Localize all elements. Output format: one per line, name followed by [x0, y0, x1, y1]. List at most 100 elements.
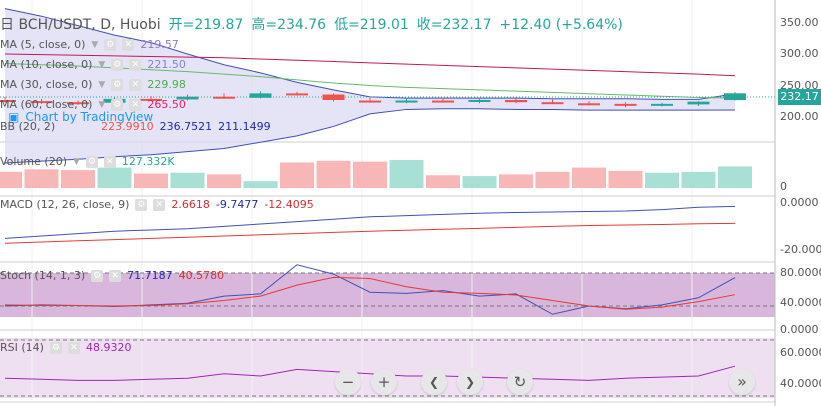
ma10-label: MA (10, close, 0) — [0, 58, 93, 71]
low-value: 低=219.01 — [334, 17, 409, 33]
tradingview-watermark[interactable]: ▣ Chart by TradingView — [8, 110, 153, 124]
ma10-legend[interactable]: MA (10, close, 0) ▼ ⚙ ✕ 221.50 — [0, 58, 186, 72]
candle-body — [140, 98, 162, 101]
volume-bar — [97, 167, 132, 188]
ma30-label: MA (30, close, 0) — [0, 78, 93, 91]
settings-icon[interactable]: ⚙ — [111, 99, 124, 111]
stoch-value-d: 40.5780 — [178, 269, 225, 282]
close-icon[interactable]: ✕ — [109, 270, 122, 282]
macd-value-2: -9.7477 — [215, 198, 259, 211]
volume-bar — [0, 171, 22, 188]
ma30-line — [4, 62, 736, 99]
watermark-label: Chart by TradingView — [25, 110, 154, 124]
zoom-in-button[interactable]: + — [371, 369, 397, 395]
ma5-legend[interactable]: MA (5, close, 0) ▼ ⚙ ✕ 219.57 — [0, 38, 179, 52]
settings-icon[interactable]: ⚙ — [85, 156, 98, 168]
volume-bar — [24, 169, 59, 188]
ma10-value: 221.50 — [147, 58, 186, 71]
macd-value-3: -12.4095 — [264, 198, 314, 211]
ma60-value: 265.50 — [147, 98, 186, 111]
chevron-down-icon[interactable]: ▼ — [98, 80, 106, 90]
close-icon[interactable]: ✕ — [103, 156, 116, 168]
symbol-label: 日 BCH/USDT, D, Huobi — [0, 17, 161, 33]
candle-body — [541, 102, 564, 105]
bb-legend[interactable]: BB (20, 2) 223.9910 236.7521 211.1499 — [0, 120, 271, 134]
scroll-left-button[interactable]: ❮ — [421, 369, 447, 395]
volume-tick: 0 — [780, 180, 787, 193]
stoch-label: Stoch (14, 1, 3) — [0, 269, 86, 282]
rsi-value: 48.9320 — [85, 341, 132, 354]
close-icon[interactable]: ✕ — [153, 199, 166, 211]
close-icon[interactable]: ✕ — [129, 59, 142, 71]
price-tick: 350.00 — [780, 16, 819, 29]
settings-icon[interactable]: ⚙ — [111, 59, 124, 71]
candle-body — [30, 101, 53, 104]
volume-bar — [608, 171, 643, 188]
macd-tick: -20.0000 — [780, 243, 821, 256]
stoch-tick: 80.0000 — [780, 266, 821, 279]
candle-body — [67, 102, 89, 105]
macd-signal-line — [4, 222, 736, 244]
bollinger-fill — [5, 8, 735, 163]
ma60-label: MA (60, close, 0) — [0, 98, 93, 111]
settings-icon[interactable]: ⚙ — [104, 39, 117, 51]
rsi-tick: 60.0000 — [780, 346, 821, 359]
rsi-legend[interactable]: RSI (14) ⚙ ✕ 48.9320 — [0, 341, 131, 355]
scroll-right-button[interactable]: ❯ — [457, 369, 483, 395]
close-icon[interactable]: ✕ — [129, 79, 142, 91]
candle-body — [724, 93, 746, 101]
chevron-down-icon[interactable]: ▼ — [98, 60, 106, 70]
volume-bar — [389, 159, 424, 188]
stoch-value-k: 71.7187 — [127, 269, 173, 282]
volume-bar — [243, 181, 278, 188]
bb-value-3: 211.1499 — [218, 120, 271, 133]
go-to-realtime-button[interactable]: » — [729, 369, 755, 395]
close-value: 收=232.17 — [416, 17, 492, 33]
ma30-legend[interactable]: MA (30, close, 0) ▼ ⚙ ✕ 229.98 — [0, 78, 186, 92]
candle-body — [578, 103, 600, 106]
candle-body — [322, 94, 345, 100]
close-icon[interactable]: ✕ — [122, 39, 135, 51]
price-tick: 200.00 — [780, 110, 819, 123]
chevron-down-icon[interactable]: ▼ — [91, 40, 99, 50]
candle-body — [505, 100, 527, 103]
volume-bar — [280, 162, 314, 188]
settings-icon[interactable]: ⚙ — [91, 270, 104, 282]
candle-body — [614, 103, 637, 106]
volume-bar — [134, 173, 168, 188]
ma30-value: 229.98 — [147, 78, 186, 91]
open-value: 开=219.87 — [168, 17, 244, 33]
rsi-label: RSI (14) — [0, 341, 44, 354]
macd-legend[interactable]: MACD (12, 26, close, 9) ⚙ ✕ 2.6618 -9.747… — [0, 198, 314, 212]
candle-body — [0, 100, 16, 102]
settings-icon[interactable]: ⚙ — [111, 79, 124, 91]
reset-chart-button[interactable]: ↻ — [507, 369, 533, 395]
stoch-tick: 40.0000 — [780, 296, 821, 309]
bollinger-lower — [4, 108, 736, 164]
ma60-legend[interactable]: MA (60, close, 0) ▼ ⚙ ✕ 265.50 — [0, 98, 186, 112]
rsi-tick: 40.0000 — [780, 377, 821, 390]
volume-bar — [316, 160, 351, 188]
candle-body — [651, 103, 673, 106]
settings-icon[interactable]: ⚙ — [49, 342, 62, 354]
volume-bar — [61, 170, 95, 188]
price-tick: 300.00 — [780, 47, 819, 60]
ma5-value: 219.57 — [140, 38, 179, 51]
settings-icon[interactable]: ⚙ — [135, 199, 148, 211]
chevron-down-icon[interactable]: ▼ — [73, 157, 80, 167]
stoch-legend[interactable]: Stoch (14, 1, 3) ⚙ ✕ 71.7187 40.5780 — [0, 269, 224, 283]
last-price-label: 232.17 — [778, 89, 821, 105]
chevron-down-icon[interactable]: ▼ — [98, 100, 106, 110]
candle-body — [213, 96, 235, 99]
tradingview-logo-icon: ▣ — [8, 110, 20, 124]
close-icon[interactable]: ✕ — [129, 99, 142, 111]
volume-bar — [572, 167, 606, 188]
candle-body — [687, 101, 710, 105]
close-icon[interactable]: ✕ — [67, 342, 80, 354]
volume-legend[interactable]: Volume (20) ▼ ⚙ ✕ 127.332K — [0, 155, 175, 169]
bb-value-2: 236.7521 — [159, 120, 213, 133]
zoom-out-button[interactable]: − — [335, 369, 361, 395]
stoch-band — [0, 273, 775, 317]
candle-body — [468, 100, 491, 102]
